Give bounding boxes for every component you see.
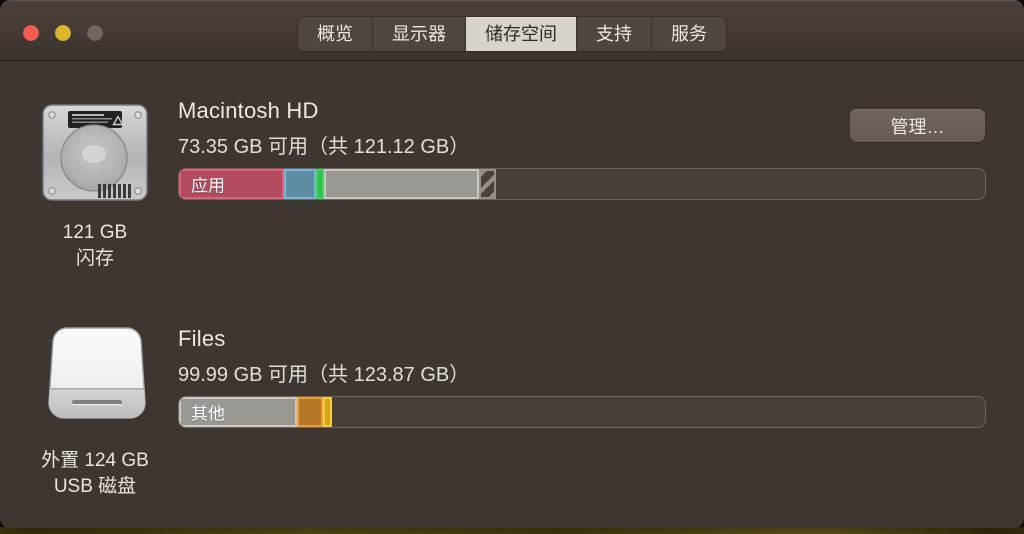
storage-segment-blue-category (283, 169, 316, 199)
zoom-disabled-button[interactable] (87, 25, 103, 41)
storage-segment-green-category (316, 169, 325, 199)
tab-服务[interactable]: 服务 (671, 24, 707, 44)
close-button[interactable] (23, 25, 39, 41)
storage-segment-other (324, 169, 479, 199)
tab-显示器[interactable]: 显示器 (373, 17, 466, 51)
tab-储存空间[interactable]: 储存空间 (466, 17, 577, 51)
caption-line2: USB 磁盘 (53, 476, 137, 497)
tab-bar: 概览 显示器 储存空间 支持 服务 (298, 17, 726, 51)
storage-segment-purgeable (478, 169, 496, 199)
manage-button[interactable]: 管理… (850, 109, 985, 142)
minimize-button[interactable] (55, 25, 71, 41)
external-usb-drive-icon (42, 325, 152, 425)
caption-line2: 闪存 (75, 248, 114, 269)
storage-segment-orange-category (296, 397, 324, 427)
storage-bar-label: 其他 (191, 404, 225, 424)
drive-name: Files (178, 326, 226, 351)
storage-bar-label: 应用 (191, 176, 225, 196)
traffic-lights (23, 25, 103, 41)
storage-segment-other (179, 397, 297, 427)
tab-概览[interactable]: 概览 (298, 17, 373, 51)
drive-capacity-caption: 外置 124 GB USB 磁盘 (15, 448, 175, 500)
internal-hard-drive-icon (40, 96, 150, 206)
drive-capacity-caption: 121 GB 闪存 (15, 220, 175, 272)
desktop-wallpaper-strip (0, 527, 1024, 534)
drive-name: Macintosh HD (178, 98, 319, 123)
storage-segment-apps (179, 169, 284, 199)
tab-支持[interactable]: 支持 (577, 17, 652, 51)
storage-pane: 121 GB 闪存 Macintosh HD 73.35 GB 可用（共 121… (0, 62, 1024, 528)
storage-usage-bar: 其他 (178, 396, 986, 428)
storage-segment-yellow-category (323, 397, 333, 427)
caption-line1: 121 GB (62, 222, 128, 243)
window-titlebar[interactable]: 概览 显示器 储存空间 支持 服务 (0, 0, 1024, 61)
caption-line1: 外置 124 GB (41, 450, 149, 471)
drive-availability: 99.99 GB 可用（共 123.87 GB） (178, 364, 470, 386)
drive-availability: 73.35 GB 可用（共 121.12 GB） (178, 136, 470, 158)
storage-usage-bar: 应用 (178, 168, 986, 200)
